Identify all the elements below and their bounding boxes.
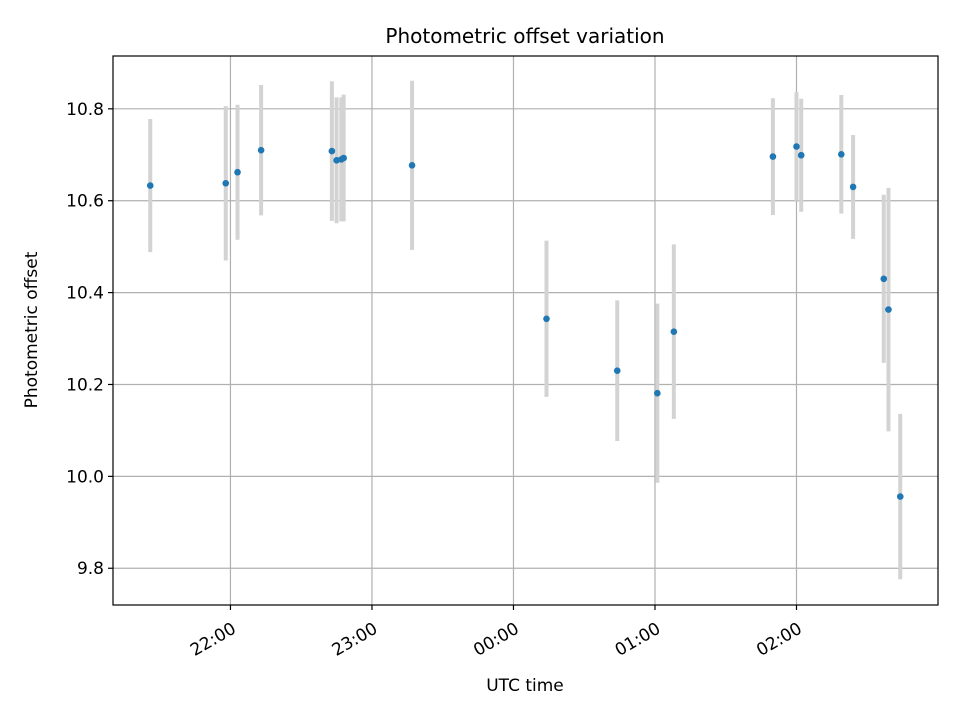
y-tick-label: 9.8 xyxy=(77,559,104,579)
data-point xyxy=(849,183,857,191)
data-point xyxy=(885,306,892,313)
data-point xyxy=(222,179,230,187)
data-point xyxy=(793,143,800,150)
data-point xyxy=(797,151,805,159)
data-point xyxy=(769,153,777,160)
data-point xyxy=(880,275,888,283)
plot-frame xyxy=(112,55,939,606)
y-axis-label: Photometric offset xyxy=(22,251,42,408)
data-point xyxy=(234,168,241,176)
data-point xyxy=(838,151,845,158)
chart-title: Photometric offset variation xyxy=(385,24,664,48)
data-point xyxy=(654,389,661,397)
data-point xyxy=(896,493,904,500)
data-point xyxy=(340,154,347,162)
y-tick-label: 10.2 xyxy=(66,375,104,395)
data-point xyxy=(543,315,550,323)
point-layer xyxy=(146,143,904,500)
y-tick-label: 10.0 xyxy=(66,467,104,487)
data-point xyxy=(408,162,416,169)
x-axis-label: UTC time xyxy=(486,676,564,696)
y-tick-label: 10.4 xyxy=(66,284,104,304)
data-point xyxy=(613,367,621,374)
data-point xyxy=(328,147,336,155)
data-point xyxy=(146,182,154,189)
y-tick-label: 10.8 xyxy=(66,100,104,120)
data-point xyxy=(670,328,678,335)
data-point xyxy=(257,146,265,154)
y-tick-label: 10.6 xyxy=(66,192,104,212)
